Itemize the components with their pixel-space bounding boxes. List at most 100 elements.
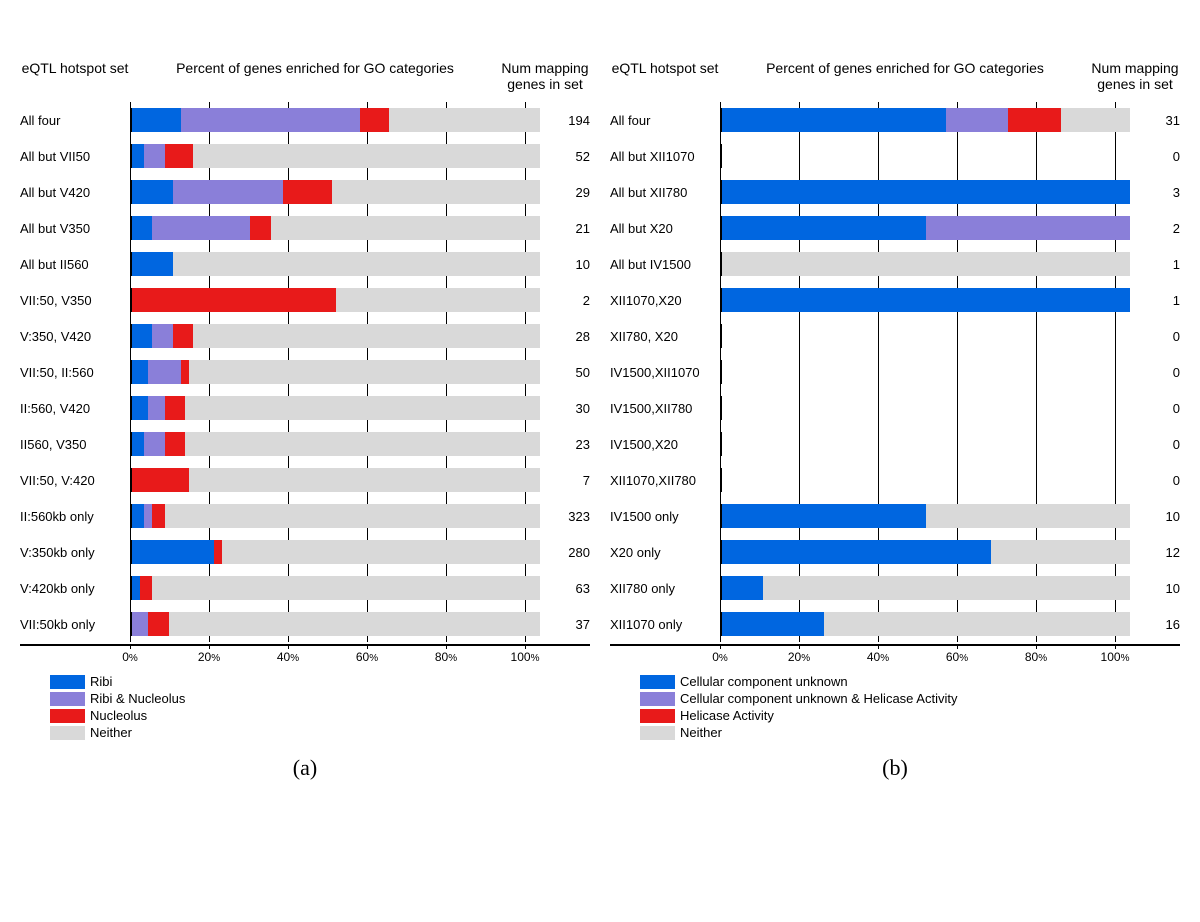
row-count: 0 <box>1130 329 1180 344</box>
bar-segment <box>722 252 1130 276</box>
bar-segment <box>763 576 1130 600</box>
bar-segment <box>181 360 189 384</box>
legend-swatch <box>50 675 85 689</box>
row-count: 10 <box>540 257 590 272</box>
bar-segment <box>360 108 389 132</box>
chart-row: II:560, V42030 <box>20 390 590 426</box>
row-count: 31 <box>1130 113 1180 128</box>
legend-label: Neither <box>90 725 132 740</box>
bar-segment <box>132 288 336 312</box>
bar <box>720 576 1130 600</box>
bar-segment <box>189 360 540 384</box>
x-tick-label: 0% <box>712 650 728 664</box>
bar <box>130 432 540 456</box>
bar-segment <box>165 396 185 420</box>
chart-row: All four194 <box>20 102 590 138</box>
row-count: 280 <box>540 545 590 560</box>
bar <box>130 396 540 420</box>
bar-segment <box>165 504 540 528</box>
bar <box>130 468 540 492</box>
legend-swatch <box>50 692 85 706</box>
legend-item: Ribi & Nucleolus <box>50 691 590 706</box>
header-set: eQTL hotspot set <box>20 60 130 92</box>
row-label: XII1070,X20 <box>610 293 720 308</box>
header-num: Num mapping genes in set <box>500 60 590 92</box>
bar-segment <box>152 504 164 528</box>
bar-segment <box>946 108 1007 132</box>
chart-row: VII:50, II:56050 <box>20 354 590 390</box>
x-tick-label: 60% <box>356 650 378 664</box>
chart-row: All but IV15001 <box>610 246 1180 282</box>
row-label: XII1070,XII780 <box>610 473 720 488</box>
row-count: 0 <box>1130 149 1180 164</box>
x-tick-label: 20% <box>788 650 810 664</box>
x-tick-label: 60% <box>946 650 968 664</box>
bar-segment <box>132 432 144 456</box>
row-label: IV1500,XII780 <box>610 401 720 416</box>
bar <box>720 432 1130 456</box>
x-tick-label: 80% <box>435 650 457 664</box>
bar-segment <box>1008 108 1061 132</box>
chart-row: All but II56010 <box>20 246 590 282</box>
bar <box>720 252 1130 276</box>
panel-b-headers: eQTL hotspot set Percent of genes enrich… <box>610 60 1180 92</box>
chart-row: All but VII5052 <box>20 138 590 174</box>
chart-row: All but X202 <box>610 210 1180 246</box>
bar <box>720 288 1130 312</box>
row-count: 1 <box>1130 257 1180 272</box>
chart-row: XII1070,X201 <box>610 282 1180 318</box>
bar-segment <box>389 108 540 132</box>
row-count: 10 <box>1130 581 1180 596</box>
bar-segment <box>250 216 270 240</box>
bar <box>130 540 540 564</box>
chart-row: All but XII7803 <box>610 174 1180 210</box>
bar <box>130 576 540 600</box>
row-count: 7 <box>540 473 590 488</box>
bar <box>720 144 1130 168</box>
row-label: All but V420 <box>20 185 130 200</box>
legend-swatch <box>640 726 675 740</box>
row-label: II:560kb only <box>20 509 130 524</box>
chart-row: V:420kb only63 <box>20 570 590 606</box>
bar-segment <box>132 216 152 240</box>
row-count: 28 <box>540 329 590 344</box>
legend-label: Neither <box>680 725 722 740</box>
bar-segment <box>336 288 540 312</box>
row-label: IV1500,X20 <box>610 437 720 452</box>
row-count: 12 <box>1130 545 1180 560</box>
bar <box>720 216 1130 240</box>
bar-segment <box>991 540 1130 564</box>
bar-segment <box>132 396 148 420</box>
bar-segment <box>148 612 168 636</box>
bar <box>720 468 1130 492</box>
chart-row: VII:50, V3502 <box>20 282 590 318</box>
legend-a: RibiRibi & NucleolusNucleolusNeither <box>50 674 590 740</box>
chart-row: VII:50kb only37 <box>20 606 590 642</box>
caption-a: (a) <box>20 755 590 781</box>
bar <box>130 504 540 528</box>
bar-segment <box>271 216 540 240</box>
x-tick-label: 100% <box>511 650 540 664</box>
bar-segment <box>169 612 540 636</box>
bar <box>720 504 1130 528</box>
bar-segment <box>722 504 926 528</box>
row-count: 63 <box>540 581 590 596</box>
bar-segment <box>140 576 152 600</box>
legend-label: Ribi <box>90 674 112 689</box>
row-label: XII1070 only <box>610 617 720 632</box>
bar <box>130 612 540 636</box>
row-count: 10 <box>1130 509 1180 524</box>
legend-swatch <box>640 675 675 689</box>
legend-item: Helicase Activity <box>640 708 1180 723</box>
chart-row: XII1070,XII7800 <box>610 462 1180 498</box>
chart-row: VII:50, V:4207 <box>20 462 590 498</box>
legend-label: Ribi & Nucleolus <box>90 691 185 706</box>
row-count: 2 <box>1130 221 1180 236</box>
bar-segment <box>722 612 824 636</box>
bar-segment <box>722 288 1130 312</box>
chart-row: All but XII10700 <box>610 138 1180 174</box>
row-count: 37 <box>540 617 590 632</box>
bar-segment <box>173 324 193 348</box>
bar-segment <box>165 144 194 168</box>
bar-segment <box>214 540 222 564</box>
